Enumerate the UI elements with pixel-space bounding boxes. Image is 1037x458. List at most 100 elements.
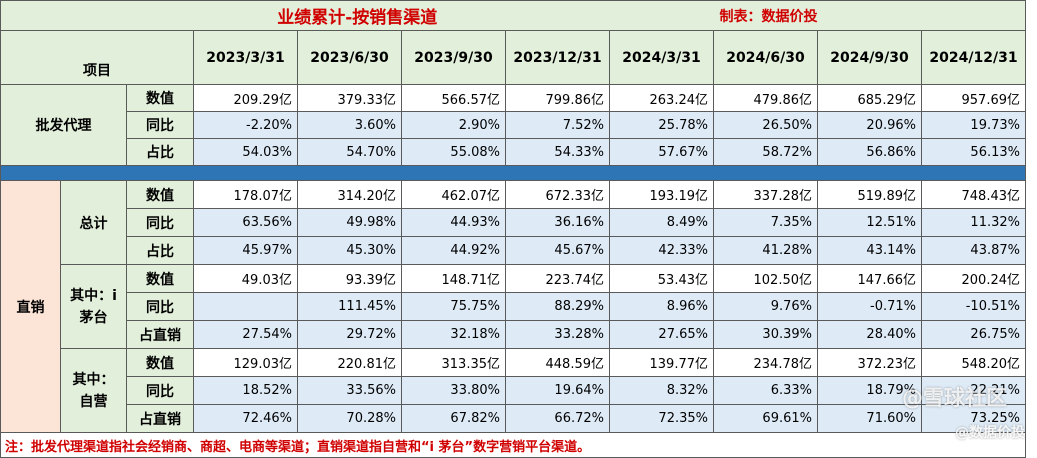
value-cell: 314.20亿 <box>297 180 402 209</box>
value-cell: 129.03亿 <box>193 348 298 377</box>
item-header: 项目 <box>0 30 194 85</box>
value-cell: 33.80% <box>401 376 506 405</box>
value-cell: 25.78% <box>609 111 714 139</box>
value-cell: 22.21% <box>921 376 1026 405</box>
row-label: 同比 <box>126 292 194 321</box>
value-cell: 223.74亿 <box>505 264 610 293</box>
value-cell: -2.20% <box>193 111 298 139</box>
date-header: 2024/3/31 <box>609 30 714 85</box>
value-cell: 49.03亿 <box>193 264 298 293</box>
value-cell: 748.43亿 <box>921 180 1026 209</box>
table-row: 直销 总计 数值 178.07亿 314.20亿 462.07亿 672.33亿… <box>0 180 1026 433</box>
date-header: 2023/6/30 <box>297 30 402 85</box>
table-row: 其中：i 茅台 数值 49.03亿 93.39亿 148.71亿 223.74亿… <box>1 264 1026 349</box>
value-cell: 7.35% <box>713 208 818 237</box>
value-cell: 209.29亿 <box>193 84 298 112</box>
table-row: 占直销 27.54% 29.72% 32.18% 33.28% 27.65% 3… <box>0 320 1026 349</box>
table-row: 其中： 自营 数值 129.03亿 220.81亿 313.35亿 448.59… <box>1 348 1026 433</box>
table-row: 同比 63.56% 49.98% 44.93% 36.16% 8.49% 7.3… <box>0 208 1026 237</box>
value-cell: 200.24亿 <box>921 264 1026 293</box>
value-cell: 75.75% <box>401 292 506 321</box>
note-row: 注：批发代理渠道指社会经销商、商超、电商等渠道；直销渠道指自营和“i 茅台”数字… <box>0 432 1026 458</box>
value-cell: 69.61% <box>713 404 818 433</box>
table-title: 业绩累计-按销售渠道 <box>0 0 714 31</box>
date-header: 2023/12/31 <box>505 30 610 85</box>
row-label: 数值 <box>126 348 194 377</box>
value-cell: 54.33% <box>505 138 610 166</box>
value-cell: 41.28% <box>713 236 818 265</box>
self-operated-label: 其中： 自营 <box>60 348 127 433</box>
value-cell: 337.28亿 <box>713 180 818 209</box>
value-cell: -0.71% <box>817 292 922 321</box>
value-cell: 44.92% <box>401 236 506 265</box>
table-row: 同比 111.45% 75.75% 88.29% 8.96% 9.76% -0.… <box>0 292 1026 321</box>
value-cell: 54.70% <box>297 138 402 166</box>
value-cell: 102.50亿 <box>713 264 818 293</box>
value-cell: 12.51% <box>817 208 922 237</box>
value-cell: 58.72% <box>713 138 818 166</box>
value-cell: 55.08% <box>401 138 506 166</box>
value-cell: 33.56% <box>297 376 402 405</box>
value-cell: 73.25% <box>921 404 1026 433</box>
value-cell: 29.72% <box>297 320 402 349</box>
value-cell: 18.52% <box>193 376 298 405</box>
value-cell: 26.75% <box>921 320 1026 349</box>
value-cell: 672.33亿 <box>505 180 610 209</box>
value-cell: 147.66亿 <box>817 264 922 293</box>
value-cell: 3.60% <box>297 111 402 139</box>
value-cell: 2.90% <box>401 111 506 139</box>
self-operated-label-line2: 自营 <box>79 393 108 410</box>
value-cell: 479.86亿 <box>713 84 818 112</box>
date-header: 2024/12/31 <box>921 30 1026 85</box>
row-label: 占直销 <box>126 404 194 433</box>
value-cell: 66.72% <box>505 404 610 433</box>
value-cell: 72.46% <box>193 404 298 433</box>
footnote: 注：批发代理渠道指社会经销商、商超、电商等渠道；直销渠道指自营和“i 茅台”数字… <box>0 432 1026 458</box>
value-cell: 566.57亿 <box>401 84 506 112</box>
table-row: 占比 45.97% 45.30% 44.92% 45.67% 42.33% 41… <box>0 236 1026 265</box>
value-cell: 111.45% <box>297 292 402 321</box>
date-header: 2023/9/30 <box>401 30 506 85</box>
value-cell: 27.54% <box>193 320 298 349</box>
value-cell: 45.30% <box>297 236 402 265</box>
value-cell: 6.33% <box>713 376 818 405</box>
value-cell: 548.20亿 <box>921 348 1026 377</box>
value-cell: 234.78亿 <box>713 348 818 377</box>
value-cell: 685.29亿 <box>817 84 922 112</box>
value-cell: 26.50% <box>713 111 818 139</box>
row-label: 占直销 <box>126 320 194 349</box>
maker-credit: 制表：数据价投 <box>713 0 1026 31</box>
value-cell: 519.89亿 <box>817 180 922 209</box>
value-cell: 56.86% <box>817 138 922 166</box>
value-cell: 19.73% <box>921 111 1026 139</box>
value-cell: 139.77亿 <box>609 348 714 377</box>
value-cell: 462.07亿 <box>401 180 506 209</box>
header-row: 项目 2023/3/31 2023/6/30 2023/9/30 2023/12… <box>0 30 1026 85</box>
value-cell: 220.81亿 <box>297 348 402 377</box>
value-cell: 33.28% <box>505 320 610 349</box>
value-cell: 49.98% <box>297 208 402 237</box>
value-cell: 36.16% <box>505 208 610 237</box>
row-label: 占比 <box>126 138 194 166</box>
value-cell: 8.49% <box>609 208 714 237</box>
value-cell: 43.14% <box>817 236 922 265</box>
separator-row <box>0 165 1026 181</box>
row-label: 同比 <box>126 111 194 139</box>
value-cell: 93.39亿 <box>297 264 402 293</box>
value-cell: 43.87% <box>921 236 1026 265</box>
value-cell: 45.67% <box>505 236 610 265</box>
value-cell: 957.69亿 <box>921 84 1026 112</box>
table-row: 占直销 72.46% 70.28% 67.82% 66.72% 72.35% 6… <box>0 404 1026 433</box>
value-cell: 56.13% <box>921 138 1026 166</box>
wholesale-label: 批发代理 <box>0 84 127 166</box>
value-cell: 54.03% <box>193 138 298 166</box>
value-cell: 178.07亿 <box>193 180 298 209</box>
direct-total-label: 总计 <box>60 180 127 265</box>
value-cell: -10.51% <box>921 292 1026 321</box>
row-label: 同比 <box>126 208 194 237</box>
row-label: 数值 <box>126 264 194 293</box>
value-cell: 9.76% <box>713 292 818 321</box>
value-cell: 313.35亿 <box>401 348 506 377</box>
